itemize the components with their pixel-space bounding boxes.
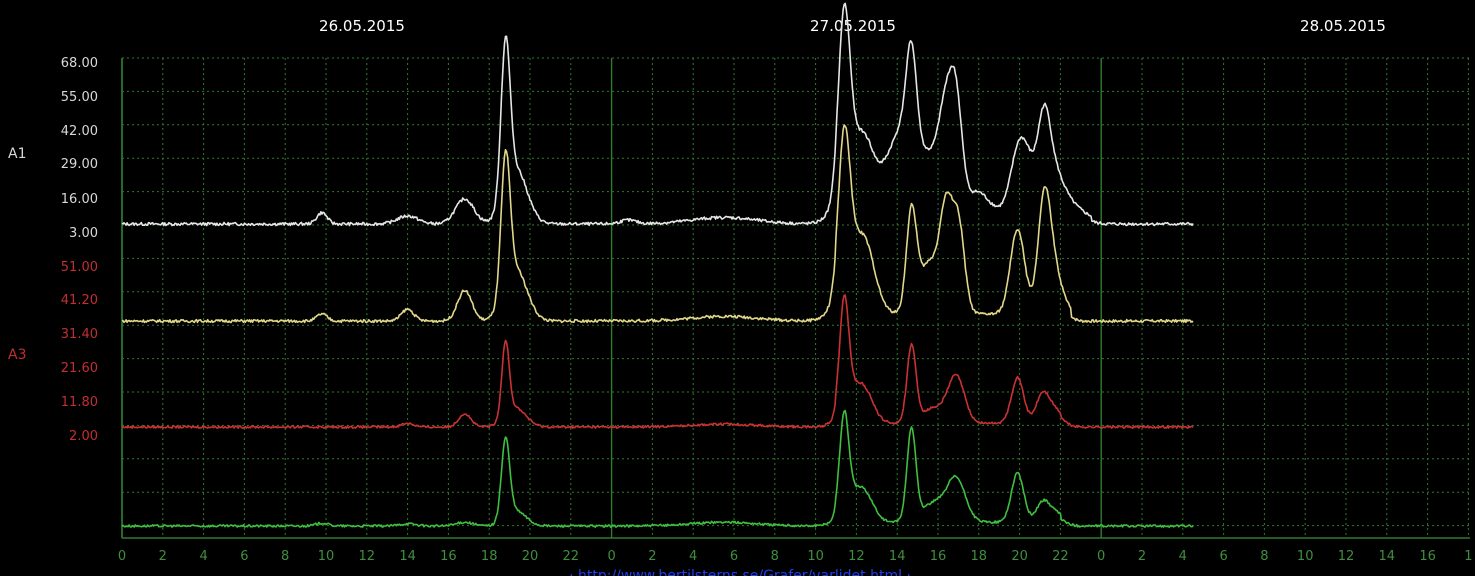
series-line-2 bbox=[121, 124, 1194, 324]
y-tick-label-a3: 21.60 bbox=[61, 361, 98, 376]
x-tick-label: 16 bbox=[440, 549, 457, 564]
x-tick-label: 4 bbox=[1179, 549, 1187, 564]
x-tick-label: 16 bbox=[1419, 549, 1436, 564]
y-tick-label-a1: 16.00 bbox=[61, 192, 98, 207]
x-tick-label: 10 bbox=[318, 549, 335, 564]
date-label: 27.05.2015 bbox=[810, 17, 896, 35]
x-tick-label: 12 bbox=[848, 549, 865, 564]
date-label: 26.05.2015 bbox=[319, 17, 405, 35]
x-tick-label: 14 bbox=[399, 549, 416, 564]
x-tick-label: 10 bbox=[807, 549, 824, 564]
series-layer bbox=[121, 2, 1194, 528]
y-tick-label-a1: 42.00 bbox=[61, 124, 98, 139]
x-tick-labels: 0 2 4 6 8 10 12 14 16 18 20 22 0 2 4 6 8 10 12 14 16 18 20 22 0 2… bbox=[118, 549, 1473, 564]
date-labels: 26.05.2015 27.05.2015 28.05.2015 bbox=[319, 17, 1386, 35]
series-line-1 bbox=[121, 2, 1194, 227]
x-tick-label: 12 bbox=[1338, 549, 1355, 564]
axis-names: A1 A3 bbox=[8, 146, 26, 363]
x-tick-label: 14 bbox=[1379, 549, 1396, 564]
x-tick-label: 4 bbox=[199, 549, 207, 564]
y-tick-label-a1: 3.00 bbox=[69, 226, 98, 241]
x-tick-label: 4 bbox=[689, 549, 697, 564]
x-tick-label: 20 bbox=[522, 549, 539, 564]
x-tick-label: 2 bbox=[648, 549, 656, 564]
date-label: 28.05.2015 bbox=[1300, 17, 1386, 35]
x-tick-label: 18 bbox=[481, 549, 498, 564]
y-tick-label-a1: 55.00 bbox=[61, 90, 98, 105]
x-tick-label: 22 bbox=[563, 549, 580, 564]
x-tick-label: 0 bbox=[1097, 549, 1105, 564]
axis-name-a3: A3 bbox=[8, 347, 26, 363]
x-tick-label: 6 bbox=[730, 549, 738, 564]
x-tick-label: 18 bbox=[971, 549, 988, 564]
y-tick-label-a3: 51.00 bbox=[61, 260, 98, 275]
axis-name-a1: A1 bbox=[8, 146, 26, 162]
x-tick-label: 8 bbox=[281, 549, 289, 564]
y-tick-label-a3: 31.40 bbox=[61, 327, 98, 342]
x-tick-label: 12 bbox=[359, 549, 376, 564]
y-tick-label-a1: 68.00 bbox=[61, 56, 98, 71]
x-tick-label: 22 bbox=[1052, 549, 1069, 564]
x-tick-label: 14 bbox=[889, 549, 906, 564]
y-tick-label-a3: 11.80 bbox=[61, 395, 98, 410]
x-tick-label: 0 bbox=[118, 549, 126, 564]
y-axis-labels: 68.00 55.00 42.00 29.00 16.00 3.00 51.00 41.20 3… bbox=[61, 56, 98, 444]
footer-text[interactable]: · http://www.bertilsterns.se/Grafer/varl… bbox=[569, 568, 911, 576]
x-tick-label: 1 bbox=[1464, 549, 1472, 564]
x-tick-label: 10 bbox=[1297, 549, 1314, 564]
grid bbox=[121, 57, 1470, 539]
x-tick-label: 20 bbox=[1011, 549, 1028, 564]
x-tick-label: 2 bbox=[1138, 549, 1146, 564]
x-tick-label: 2 bbox=[159, 549, 167, 564]
series-line-4 bbox=[121, 409, 1194, 528]
y-tick-label-a1: 29.00 bbox=[61, 157, 98, 172]
y-tick-label-a3: 2.00 bbox=[69, 429, 98, 444]
series-line-3 bbox=[121, 294, 1194, 429]
x-tick-label: 0 bbox=[607, 549, 615, 564]
x-tick-label: 8 bbox=[771, 549, 779, 564]
x-tick-label: 6 bbox=[240, 549, 248, 564]
x-tick-label: 8 bbox=[1260, 549, 1268, 564]
x-tick-label: 16 bbox=[930, 549, 947, 564]
y-tick-label-a3: 41.20 bbox=[61, 293, 98, 308]
x-tick-label: 6 bbox=[1219, 549, 1227, 564]
